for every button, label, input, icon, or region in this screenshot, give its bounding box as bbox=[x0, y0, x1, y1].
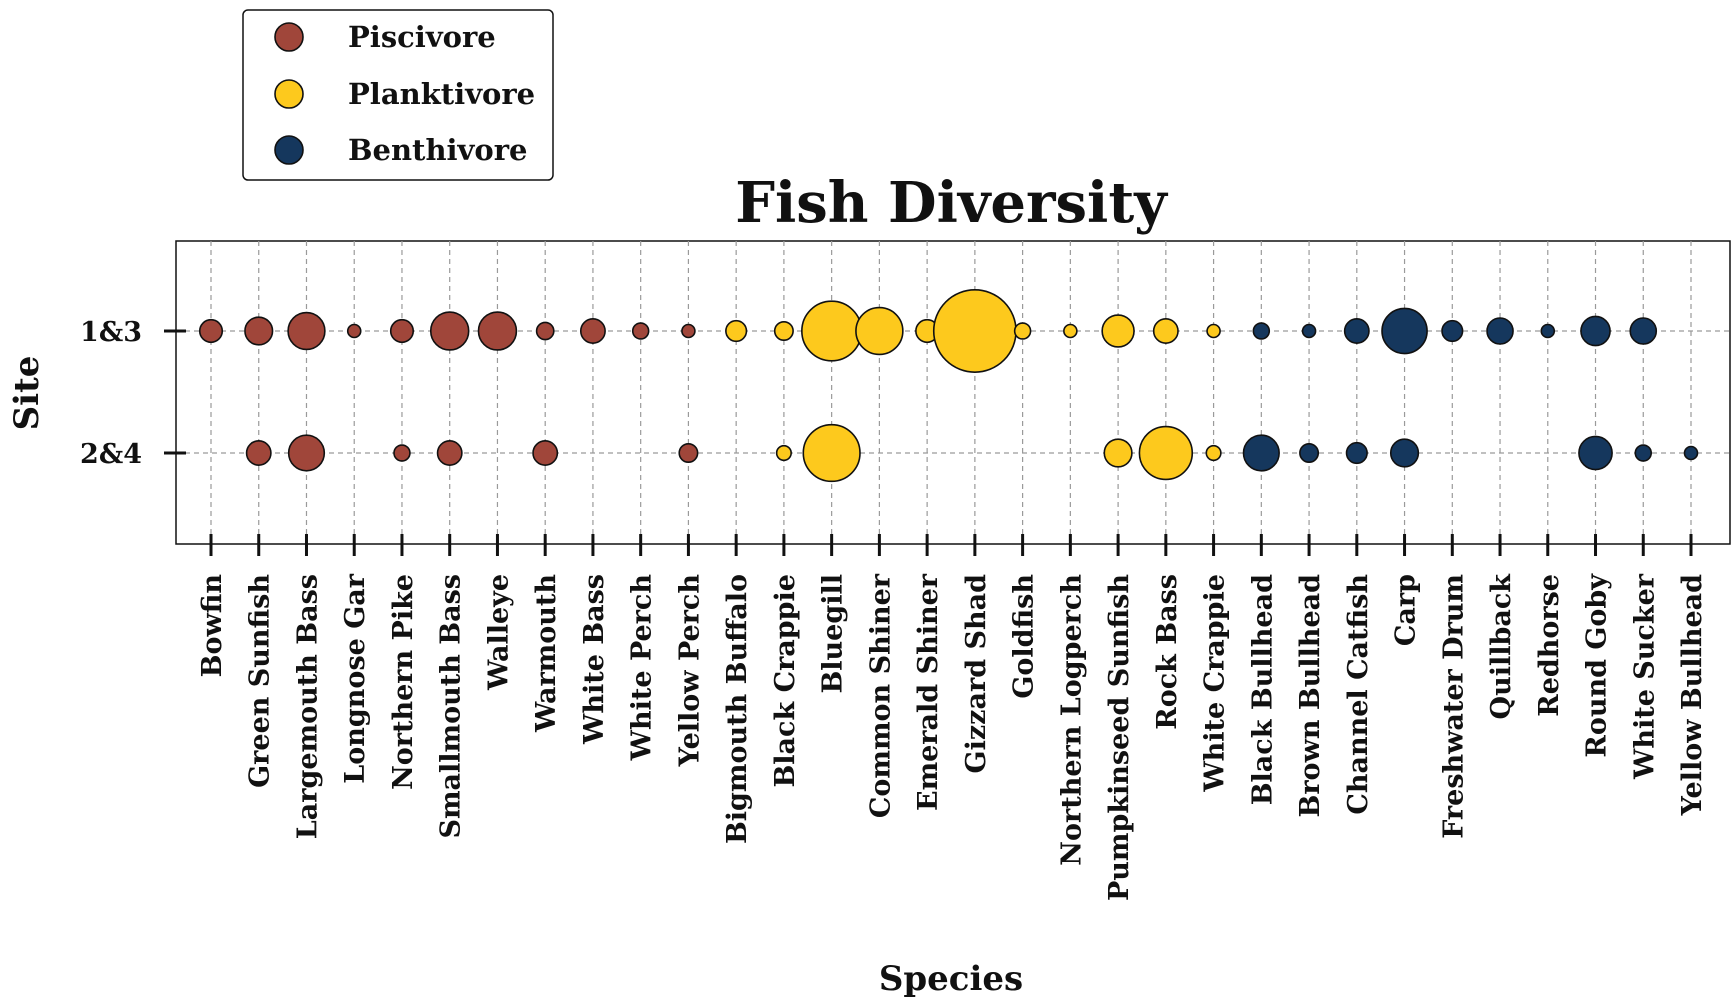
x-tick-label-white-perch: White Perch bbox=[627, 574, 658, 762]
marker-redhorse-1-3 bbox=[1540, 323, 1556, 339]
x-tick-label-walleye: Walleye bbox=[483, 574, 514, 691]
marker-longnose-gar-1-3 bbox=[346, 323, 362, 339]
y-axis: 1&3 2&4 bbox=[80, 317, 186, 470]
marker-walleye-1-3 bbox=[477, 311, 518, 351]
legend-label-planktivore: Planktivore bbox=[348, 77, 535, 111]
marker-common-shiner-1-3 bbox=[855, 306, 904, 356]
x-tick-label-northern-pike: Northern Pike bbox=[388, 574, 419, 790]
marker-black-crappie-2-4 bbox=[775, 444, 792, 462]
marker-white-sucker-2-4 bbox=[1634, 444, 1653, 462]
marker-smallmouth-bass-2-4 bbox=[436, 440, 463, 466]
x-tick-label-common-shiner: Common Shiner bbox=[865, 573, 896, 818]
legend-marker-piscivore bbox=[274, 22, 304, 52]
x-tick-label-white-sucker: White Sucker bbox=[1629, 573, 1660, 780]
marker-round-goby-1-3 bbox=[1580, 315, 1611, 347]
marker-black-bullhead-2-4 bbox=[1242, 434, 1280, 472]
plot-frame bbox=[175, 240, 1731, 545]
x-axis: Bowfin Green Sunfish Largemouth Bass Longno… bbox=[197, 534, 1708, 901]
marker-yellow-perch-2-4 bbox=[678, 442, 699, 463]
x-tick-label-rock-bass: Rock Bass bbox=[1152, 574, 1183, 730]
data-markers bbox=[198, 289, 1699, 483]
chart-title: Fish Diversity bbox=[735, 170, 1168, 236]
marker-white-bass-1-3 bbox=[579, 318, 606, 344]
marker-warmouth-2-4 bbox=[532, 440, 559, 466]
marker-brown-bullhead-1-3 bbox=[1301, 323, 1317, 339]
x-tick-label-bigmouth-buffalo: Bigmouth Buffalo bbox=[722, 574, 753, 844]
marker-largemouth-bass-1-3 bbox=[287, 311, 326, 351]
marker-channel-catfish-1-3 bbox=[1343, 318, 1370, 344]
marker-pumpkinseed-sunfish-1-3 bbox=[1101, 314, 1135, 348]
legend-marker-benthivore bbox=[274, 135, 304, 165]
x-tick-label-warmouth: Warmouth bbox=[531, 574, 562, 733]
marker-carp-2-4 bbox=[1389, 438, 1420, 468]
x-tick-label-black-bullhead: Black Bullhead bbox=[1247, 574, 1278, 805]
marker-channel-catfish-2-4 bbox=[1345, 441, 1368, 465]
marker-black-bullhead-1-3 bbox=[1252, 322, 1271, 340]
marker-rock-bass-1-3 bbox=[1152, 318, 1179, 344]
x-tick-label-yellow-bullhead: Yellow Bullhead bbox=[1677, 574, 1708, 817]
x-tick-label-carp: Carp bbox=[1391, 574, 1422, 646]
x-tick-label-round-goby: Round Goby bbox=[1582, 573, 1613, 758]
x-tick-label-black-crappie: Black Crappie bbox=[770, 574, 801, 788]
x-tick-label-freshwater-drum: Freshwater Drum bbox=[1438, 574, 1469, 839]
marker-quillback-1-3 bbox=[1486, 317, 1514, 345]
x-tick-label-northern-logperch: Northern Logperch bbox=[1056, 574, 1087, 866]
x-tick-label-longnose-gar: Longnose Gar bbox=[340, 573, 371, 783]
marker-bowfin-1-3 bbox=[198, 318, 224, 344]
legend-marker-planktivore bbox=[274, 79, 304, 109]
x-tick-label-gizzard-shad: Gizzard Shad bbox=[961, 574, 992, 774]
legend: Piscivore Planktivore Benthivore bbox=[242, 9, 554, 181]
marker-bluegill-1-3 bbox=[801, 300, 863, 362]
marker-green-sunfish-1-3 bbox=[244, 316, 274, 346]
legend-frame bbox=[242, 9, 554, 181]
marker-pumpkinseed-sunfish-2-4 bbox=[1103, 438, 1133, 468]
marker-largemouth-bass-2-4 bbox=[287, 434, 326, 472]
y-axis-label: Site bbox=[7, 356, 47, 431]
marker-northern-pike-1-3 bbox=[389, 318, 415, 344]
x-tick-label-yellow-perch: Yellow Perch bbox=[674, 574, 705, 768]
marker-rock-bass-2-4 bbox=[1138, 425, 1194, 481]
marker-white-crappie-2-4 bbox=[1205, 444, 1222, 462]
x-axis-label: Species bbox=[879, 959, 1023, 999]
x-tick-label-largemouth-bass: Largemouth Bass bbox=[292, 574, 323, 839]
x-tick-label-bowfin: Bowfin bbox=[197, 574, 228, 678]
x-tick-label-quillback: Quillback bbox=[1486, 573, 1517, 720]
marker-black-crappie-1-3 bbox=[773, 320, 794, 341]
marker-brown-bullhead-2-4 bbox=[1299, 442, 1320, 463]
x-tick-label-emerald-shiner: Emerald Shiner bbox=[913, 573, 944, 811]
marker-yellow-perch-1-3 bbox=[681, 323, 696, 339]
marker-green-sunfish-2-4 bbox=[245, 440, 272, 466]
marker-white-perch-1-3 bbox=[631, 322, 650, 340]
x-tick-label-smallmouth-bass: Smallmouth Bass bbox=[436, 574, 467, 839]
marker-white-sucker-1-3 bbox=[1629, 317, 1658, 345]
marker-northern-pike-2-4 bbox=[393, 444, 411, 462]
marker-warmouth-1-3 bbox=[535, 321, 555, 341]
marker-smallmouth-bass-1-3 bbox=[429, 311, 470, 351]
x-tick-label-green-sunfish: Green Sunfish bbox=[245, 574, 276, 788]
legend-label-benthivore: Benthivore bbox=[348, 133, 527, 167]
marker-white-crappie-1-3 bbox=[1206, 323, 1221, 339]
marker-carp-1-3 bbox=[1381, 307, 1428, 355]
marker-goldfish-1-3 bbox=[1013, 322, 1032, 340]
x-tick-label-channel-catfish: Channel Catfish bbox=[1343, 574, 1374, 815]
marker-northern-logperch-1-3 bbox=[1063, 323, 1078, 339]
marker-round-goby-2-4 bbox=[1578, 435, 1613, 471]
y-tick-label-2-4: 2&4 bbox=[80, 439, 142, 470]
x-tick-label-bluegill: Bluegill bbox=[818, 574, 849, 694]
y-tick-label-1-3: 1&3 bbox=[80, 317, 142, 348]
marker-gizzard-shad-1-3 bbox=[932, 289, 1017, 373]
legend-label-piscivore: Piscivore bbox=[348, 20, 496, 54]
marker-bigmouth-buffalo-1-3 bbox=[725, 319, 748, 343]
x-tick-label-pumpkinseed-sunfish: Pumpkinseed Sunfish bbox=[1104, 574, 1135, 901]
marker-yellow-bullhead-2-4 bbox=[1683, 445, 1699, 461]
x-tick-label-goldfish: Goldfish bbox=[1009, 574, 1040, 699]
x-tick-label-redhorse: Redhorse bbox=[1534, 574, 1565, 717]
x-tick-label-brown-bullhead: Brown Bullhead bbox=[1295, 574, 1326, 818]
x-tick-label-white-crappie: White Crappie bbox=[1200, 574, 1231, 793]
marker-bluegill-2-4 bbox=[802, 423, 861, 483]
x-tick-label-white-bass: White Bass bbox=[579, 574, 610, 745]
plot-area bbox=[175, 240, 1731, 545]
marker-freshwater-drum-1-3 bbox=[1441, 319, 1464, 343]
